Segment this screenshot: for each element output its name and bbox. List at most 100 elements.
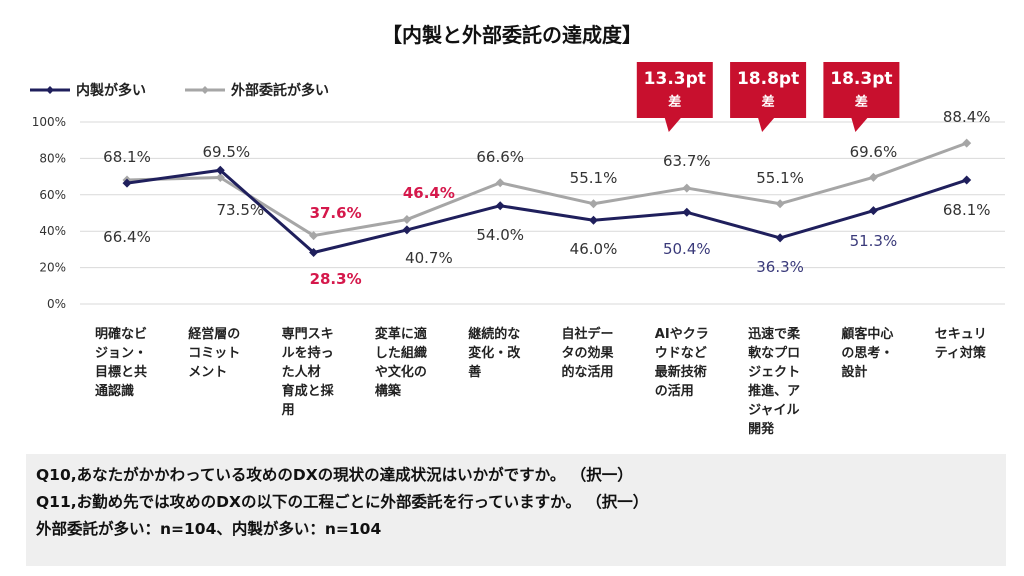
data-point (402, 215, 412, 225)
data-label-inhouse: 54.0% (476, 226, 524, 244)
callout-box (730, 62, 807, 132)
note-q11: Q11,お勤め先では攻めのDXの以下の工程ごとに外部委託を行っていますか。 （択… (36, 493, 649, 511)
x-category-label: 迅速で柔軟なプロジェクト推進、アジャイル開発 (748, 326, 801, 437)
x-category-line: 目標と共 (95, 364, 147, 380)
data-label-inhouse: 46.0% (570, 240, 618, 258)
callout-box (823, 62, 900, 132)
y-tick-label: 80% (39, 151, 66, 165)
note-q10: Q10,あなたがかかわっている攻めのDXの現状の達成状況はいかがですか。 （択一… (36, 466, 633, 484)
x-category-line: 用 (281, 403, 295, 418)
x-category-label: 経営層のコミットメント (188, 326, 240, 380)
x-category-line: 変化・改 (468, 345, 521, 361)
x-category-label: 自社データの効果的な活用 (562, 326, 614, 380)
data-point (682, 207, 692, 217)
data-point (589, 215, 598, 225)
callout-box (636, 62, 713, 132)
data-label-outsource: 63.7% (663, 152, 711, 170)
x-category-label: 変革に適した組織や文化の構築 (375, 326, 427, 399)
gridlines (80, 121, 1005, 305)
x-category-line: 変革に適 (375, 326, 427, 342)
x-category-line: AIやクラ (655, 327, 709, 342)
callout-value: 13.3pt (644, 69, 706, 89)
data-point (122, 178, 132, 188)
x-category-line: 通認識 (95, 383, 134, 399)
x-category-line: 推進、ア (748, 383, 800, 399)
series-line-outsource (126, 141, 968, 238)
data-label-outsource: 55.1% (756, 169, 804, 187)
x-category-line: セキュリ (935, 327, 987, 342)
callouts: 13.3pt 差 18.8pt 差 18.3pt 差 (636, 62, 900, 132)
legend-marker (201, 86, 209, 94)
data-point (868, 172, 878, 182)
legend: 内製が多い 外部委託が多い (30, 82, 329, 99)
x-category-line: 善 (468, 364, 481, 380)
x-category-line: ルを持っ (282, 345, 334, 361)
y-axis: 0% 20% 40% 60% 80% 100% (32, 115, 66, 311)
data-point (962, 138, 972, 148)
data-point (215, 173, 225, 183)
data-label-outsource: 55.1% (570, 169, 618, 187)
data-point (775, 199, 785, 209)
x-category-line: 経営層の (188, 326, 240, 342)
legend-label: 内製が多い (76, 82, 146, 99)
data-label-inhouse: 28.3% (310, 270, 362, 288)
x-category-line: 継続的な (468, 326, 520, 342)
data-label-outsource: 46.4% (403, 184, 455, 202)
data-label-inhouse: 40.7% (405, 249, 453, 267)
x-category-line: ジェクト (748, 365, 800, 380)
x-category-line: の思考・ (841, 345, 893, 361)
callout-sub: 差 (855, 94, 868, 110)
data-label-outsource: 68.1% (103, 148, 151, 166)
y-tick-label: 60% (39, 188, 66, 202)
x-category-line: た人材 (282, 364, 321, 380)
x-axis-categories: 明確なビジョン・目標と共通認識経営層のコミットメント専門スキルを持った人材育成と… (95, 326, 987, 437)
x-category-line: 迅速で柔 (748, 326, 801, 342)
series-lines (122, 138, 972, 257)
note-sample-size: 外部委託が多い：n=104、内製が多い：n=104 (36, 520, 382, 538)
data-label-inhouse: 36.3% (756, 258, 804, 276)
legend-label: 外部委託が多い (231, 82, 329, 99)
callout-sub: 差 (668, 94, 681, 110)
data-point (402, 225, 412, 235)
x-category-label: 顧客中心の思考・設計 (841, 326, 893, 380)
data-point (495, 178, 505, 188)
data-point (775, 233, 785, 243)
x-category-line: 最新技術 (655, 364, 707, 380)
legend-marker (46, 86, 54, 94)
callout-value: 18.8pt (737, 69, 799, 89)
data-point (682, 183, 692, 193)
data-point (309, 231, 319, 241)
x-category-line: の活用 (655, 383, 694, 399)
data-labels: 66.4% 73.5% 28.3% 40.7% 54.0% 46.0% 50.4% 36.3%… (103, 108, 990, 288)
x-category-line: 開発 (748, 421, 775, 437)
y-tick-label: 100% (32, 115, 66, 129)
data-label-outsource: 69.6% (850, 143, 898, 161)
x-category-line: ティ対策 (935, 345, 987, 361)
data-label-outsource: 88.4% (943, 108, 991, 126)
x-category-line: ウドなど (655, 346, 707, 361)
x-category-line: コミット (188, 346, 240, 361)
x-category-line: 明確なビ (95, 326, 147, 342)
data-point (962, 175, 972, 185)
data-label-outsource: 69.5% (202, 143, 250, 161)
x-category-label: AIやクラウドなど最新技術の活用 (655, 327, 709, 399)
data-point (868, 206, 878, 216)
x-category-line: ジャイル (748, 403, 799, 418)
chart-title: 【内製と外部委託の達成度】 (382, 23, 642, 47)
callout-value: 18.3pt (830, 69, 892, 89)
y-tick-label: 0% (47, 297, 66, 311)
data-label-inhouse: 66.4% (103, 228, 151, 246)
data-label-outsource: 37.6% (310, 204, 362, 222)
x-category-line: 育成と採 (282, 383, 335, 399)
x-category-label: セキュリティ対策 (935, 327, 987, 361)
x-category-line: メント (188, 365, 227, 380)
x-category-line: 軟なプロ (748, 345, 800, 361)
x-category-label: 専門スキルを持った人材育成と採用 (281, 326, 335, 418)
x-category-line: 構築 (375, 383, 402, 399)
x-category-line: した組織 (375, 345, 427, 361)
x-category-line: タの効果 (562, 345, 614, 361)
survey-notes: Q10,あなたがかかわっている攻めのDXの現状の達成状況はいかがですか。 （択一… (26, 454, 1006, 566)
data-label-inhouse: 68.1% (943, 201, 991, 219)
data-label-outsource: 66.6% (476, 148, 524, 166)
